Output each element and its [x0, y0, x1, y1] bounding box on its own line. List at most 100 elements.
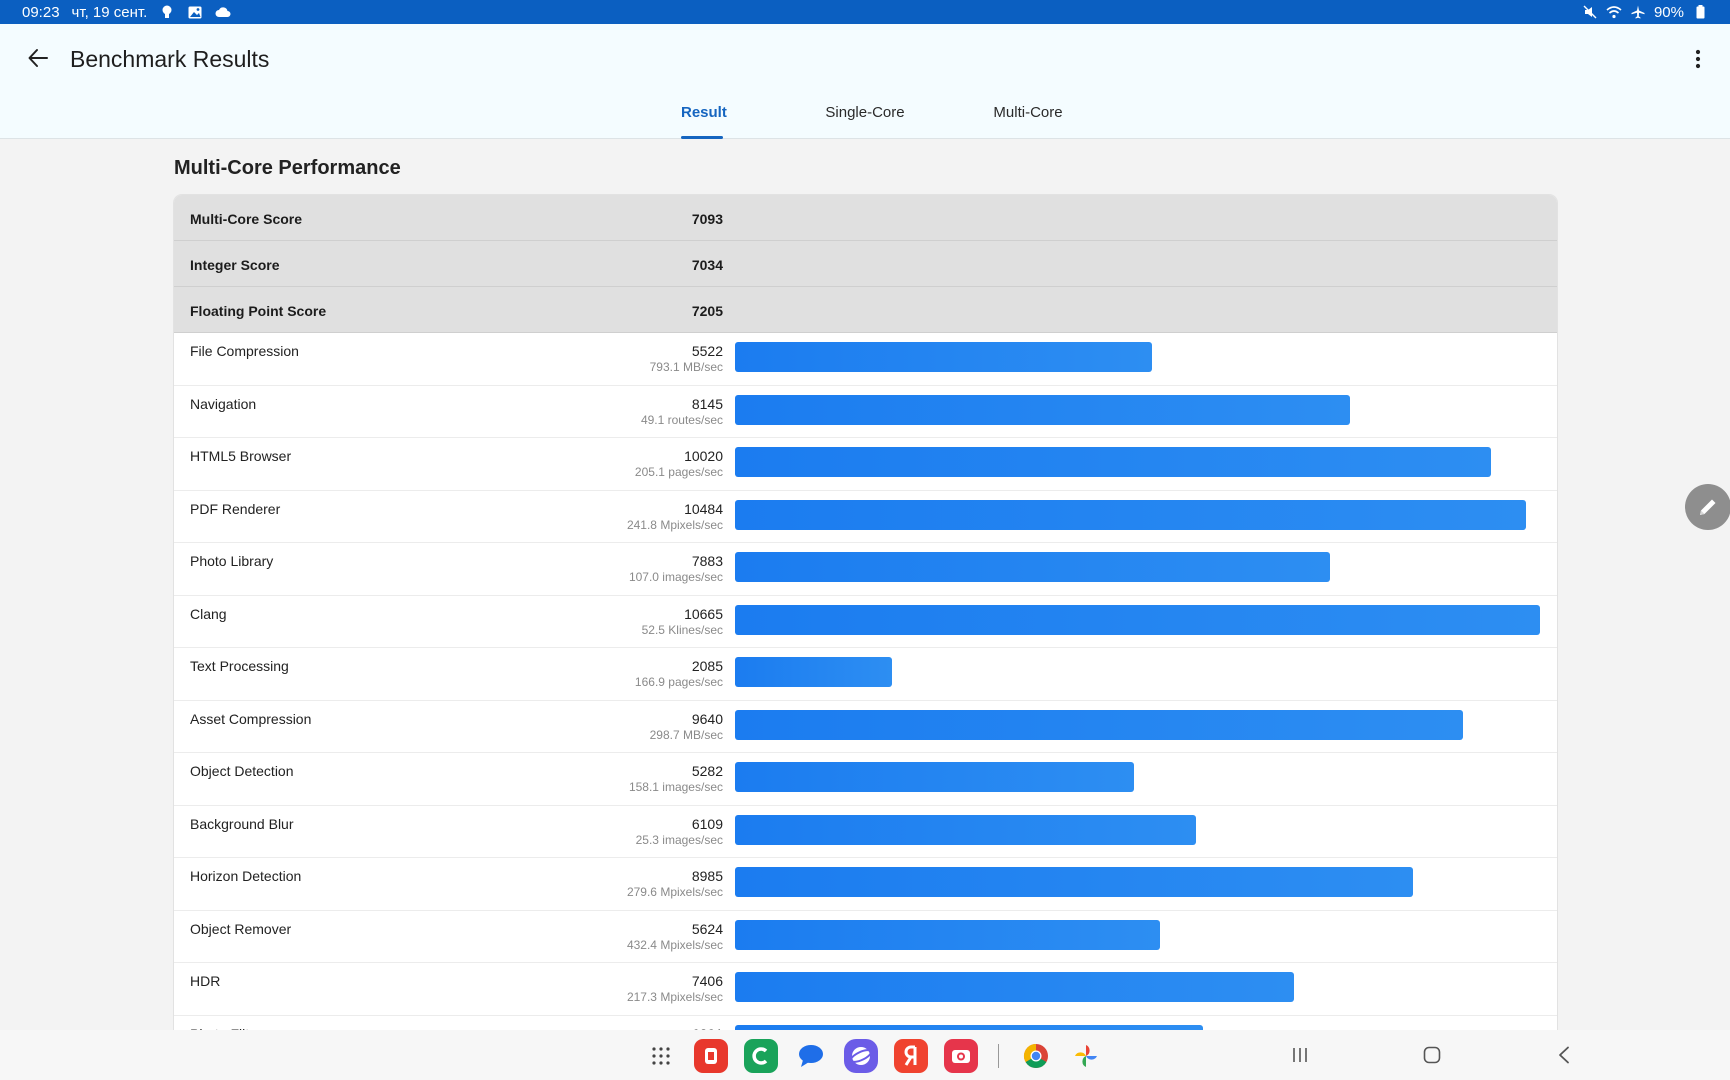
workload-row: Object Detection 5282 158.1 images/sec [174, 753, 1557, 806]
workload-row: HTML5 Browser 10020 205.1 pages/sec [174, 438, 1557, 491]
workload-row: Photo Filter 6201 [174, 1016, 1557, 1031]
summary-value: 7093 [691, 211, 723, 227]
navigation-bar [0, 1030, 1730, 1080]
workload-name: Object Remover [190, 920, 292, 937]
taskbar-apps [644, 1039, 1103, 1073]
tab-result-label: Result [681, 104, 727, 121]
workload-list: File Compression 5522 793.1 MB/sec Navigati… [174, 333, 1557, 1030]
cloud-icon [215, 4, 231, 20]
summary-label: Integer Score [190, 257, 280, 273]
airplane-icon [1630, 4, 1646, 20]
camera-icon[interactable] [944, 1039, 978, 1073]
internet-icon[interactable] [844, 1039, 878, 1073]
summary-row-multi-core: Multi-Core Score 7093 [174, 195, 1557, 241]
workload-rate: 107.0 images/sec [628, 570, 723, 584]
section-title: Multi-Core Performance [174, 157, 401, 179]
workload-name: File Compression [190, 343, 299, 359]
score-bar [735, 342, 1152, 372]
score-bar [735, 552, 1330, 582]
workload-rate: 25.3 images/sec [635, 832, 723, 847]
workload-name: Asset Compression [190, 710, 312, 727]
workload-row: Asset Compression 9640 298.7 MB/sec [174, 701, 1557, 753]
status-bar: 09:23 чт, 19 сент. 90% [0, 0, 1730, 24]
workload-rate: 166.9 pages/sec [634, 675, 723, 689]
score-bar [735, 447, 1491, 477]
tab-multi-core-label: Multi-Core [993, 104, 1063, 121]
workload-rate: 432.4 Mpixels/sec [626, 937, 723, 952]
recent-apps-button[interactable] [1286, 1042, 1314, 1068]
score-bar [735, 919, 1160, 950]
messages-icon[interactable] [794, 1039, 828, 1073]
workload-row: File Compression 5522 793.1 MB/sec [174, 333, 1557, 386]
bulb-icon [159, 4, 175, 20]
image-icon [187, 4, 203, 20]
workload-row: Background Blur 6109 25.3 images/sec [174, 806, 1557, 858]
tab-bar: Result Single-Core Multi-Core [0, 104, 1730, 139]
workload-score: 5282 [691, 763, 723, 779]
more-vert-icon [1695, 49, 1701, 69]
battery-percent: 90% [1653, 3, 1684, 21]
more-options-button[interactable] [1686, 44, 1710, 74]
app-drawer-icon[interactable] [644, 1039, 678, 1073]
workload-rate: 241.8 Mpixels/sec [626, 517, 723, 532]
workload-rate: 158.1 images/sec [628, 780, 723, 794]
summary-value: 7034 [691, 257, 723, 273]
workload-score: 5624 [691, 920, 723, 937]
score-bar [735, 499, 1526, 530]
workload-name: Photo Filter [190, 1026, 262, 1031]
summary-row-floating-point: Floating Point Score 7205 [174, 287, 1557, 333]
score-bar [735, 709, 1463, 740]
photos-icon[interactable] [1069, 1039, 1103, 1073]
workload-row: Text Processing 2085 166.9 pages/sec [174, 648, 1557, 701]
workload-row: PDF Renderer 10484 241.8 Mpixels/sec [174, 491, 1557, 543]
workload-row: Clang 10665 52.5 Klines/sec [174, 596, 1557, 648]
tab-single-core[interactable]: Single-Core [822, 104, 908, 139]
workload-name: Horizon Detection [190, 868, 302, 884]
app-green-icon[interactable] [744, 1039, 778, 1073]
page-title: Benchmark Results [70, 46, 270, 72]
score-bar [735, 762, 1134, 792]
workload-name: Navigation [190, 395, 257, 412]
taskbar-divider [998, 1044, 999, 1068]
mute-icon [1582, 4, 1598, 20]
summary-label: Floating Point Score [190, 303, 327, 319]
arrow-left-icon [28, 49, 48, 67]
nav-back-button[interactable] [1550, 1042, 1578, 1068]
workload-score: 8985 [691, 868, 723, 884]
recents-icon [1293, 1048, 1307, 1062]
workload-rate: 205.1 pages/sec [634, 465, 723, 479]
app-red-icon[interactable] [694, 1039, 728, 1073]
edit-button[interactable] [1685, 484, 1730, 530]
back-button[interactable] [22, 42, 54, 74]
workload-name: PDF Renderer [190, 500, 281, 517]
battery-icon [1692, 4, 1708, 20]
chrome-icon[interactable] [1019, 1039, 1053, 1073]
results-card: Multi-Core Score 7093 Integer Score 7034… [174, 195, 1557, 1030]
home-button[interactable] [1418, 1042, 1446, 1068]
workload-row: Object Remover 5624 432.4 Mpixels/sec [174, 911, 1557, 963]
score-bar [735, 814, 1196, 845]
workload-score: 7883 [691, 553, 723, 569]
tab-indicator [681, 136, 723, 139]
workload-score: 7406 [691, 973, 723, 989]
status-time: 09:23 [22, 3, 60, 21]
chevron-left-icon [1559, 1046, 1569, 1064]
summary-value: 7205 [691, 303, 723, 319]
workload-name: Background Blur [190, 815, 294, 832]
yandex-icon[interactable] [894, 1039, 928, 1073]
summary-row-integer: Integer Score 7034 [174, 241, 1557, 287]
workload-score: 2085 [691, 658, 723, 674]
workload-name: Clang [190, 605, 227, 622]
home-icon [1423, 1046, 1441, 1064]
score-bar [735, 972, 1294, 1002]
tab-single-core-label: Single-Core [825, 104, 905, 121]
workload-rate: 279.6 Mpixels/sec [626, 885, 723, 899]
tab-multi-core[interactable]: Multi-Core [990, 104, 1066, 139]
status-date: чт, 19 сент. [71, 3, 148, 21]
workload-row: HDR 7406 217.3 Mpixels/sec [174, 963, 1557, 1016]
workload-score: 10484 [684, 500, 723, 517]
tab-result[interactable]: Result [681, 104, 727, 139]
workload-row: Horizon Detection 8985 279.6 Mpixels/sec [174, 858, 1557, 911]
workload-row: Photo Library 7883 107.0 images/sec [174, 543, 1557, 596]
workload-name: Object Detection [190, 763, 294, 779]
